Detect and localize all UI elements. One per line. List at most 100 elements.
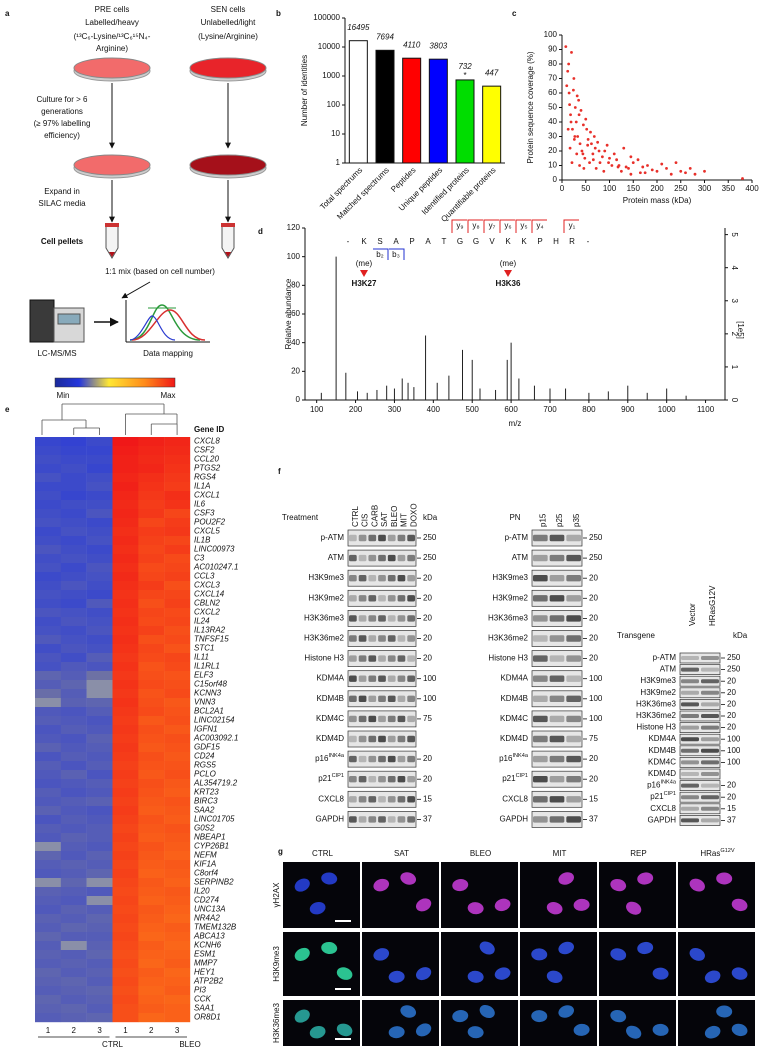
heatmap-cell — [60, 779, 87, 789]
workflow-text: Arginine) — [96, 44, 128, 53]
heatmap-cell — [35, 869, 62, 879]
heatmap-cell — [112, 536, 139, 546]
heatmap-cell — [60, 986, 87, 996]
gene-label: CCL20 — [194, 455, 219, 464]
heatmap-cell — [60, 680, 87, 690]
protein-label: H3K9me3 — [492, 573, 528, 582]
heatmap-cell — [60, 725, 87, 735]
protein-label-base: KDM4A — [316, 674, 344, 683]
column-label: MIT — [553, 849, 567, 858]
mw-label: 15 — [727, 804, 736, 813]
heatmap-cell — [164, 887, 191, 897]
nucleus — [637, 941, 654, 955]
nucleus — [294, 947, 310, 961]
y-tick-label: 10 — [331, 129, 340, 138]
x-tick-label: 50 — [581, 184, 590, 193]
heatmap-cell — [60, 833, 87, 843]
nucleus — [452, 1010, 469, 1023]
gene-label: CXCL8 — [194, 437, 220, 446]
heatmap-cell — [86, 653, 113, 663]
heatmap-cell — [164, 644, 191, 654]
band — [533, 715, 548, 723]
blot-header: Transgene — [617, 631, 656, 640]
band — [387, 816, 396, 823]
band — [378, 776, 386, 783]
band — [681, 656, 699, 660]
band — [368, 816, 377, 823]
heatmap-cell — [86, 752, 113, 762]
heatmap-cell — [86, 491, 113, 501]
point — [577, 113, 581, 117]
mw-label: 20 — [727, 792, 736, 801]
protein-label-base: KDM4D — [648, 769, 676, 778]
heatmap-cell — [112, 833, 139, 843]
nucleus — [388, 1026, 405, 1039]
band — [533, 796, 548, 803]
point — [622, 146, 626, 150]
heatmap-cell — [60, 1013, 87, 1023]
blot-strip — [679, 699, 721, 710]
heatmap-cell — [138, 482, 165, 492]
heatmap-cell — [35, 941, 62, 951]
protein-label-sup: INK4a — [512, 754, 528, 760]
point — [591, 158, 595, 162]
heatmap-cell — [138, 770, 165, 780]
nucleus — [467, 970, 484, 983]
band — [378, 595, 386, 602]
gene-label: CXCL2 — [194, 608, 220, 617]
nucleus — [373, 948, 390, 961]
heatmap-cell — [164, 599, 191, 609]
nucleus — [731, 1023, 748, 1037]
nucleus — [415, 1023, 432, 1037]
gene-label: CD24 — [194, 752, 215, 761]
heatmap-cell — [112, 455, 139, 465]
nucleus — [531, 1010, 548, 1023]
x-tick-label: 200 — [349, 405, 363, 414]
heatmap-cell — [164, 653, 191, 663]
heatmap-cell — [112, 887, 139, 897]
gene-label: LINC01705 — [194, 815, 235, 824]
gene-label: NR4A2 — [194, 914, 220, 923]
y-ion: y₆ — [504, 221, 511, 230]
heatmap-cell — [138, 680, 165, 690]
nucleus — [637, 872, 654, 885]
band — [349, 615, 357, 622]
heatmap-cell — [138, 671, 165, 681]
mw-label: 20 — [423, 573, 432, 582]
heatmap-cell — [60, 653, 87, 663]
column-label-sup: G12V — [720, 848, 735, 854]
protein-label-base: p21 — [502, 774, 516, 783]
band — [566, 675, 581, 682]
heatmap-cell — [164, 437, 191, 447]
band — [549, 715, 565, 723]
mw-label: 20 — [727, 676, 736, 685]
point — [597, 149, 601, 153]
image-panel — [362, 862, 439, 928]
bar — [348, 40, 368, 164]
band — [378, 715, 386, 723]
heatmap-cell — [138, 1004, 165, 1014]
heatmap-cell — [138, 959, 165, 969]
missing-cell — [35, 878, 62, 888]
kda-label: kDa — [423, 513, 438, 522]
heatmap-cell — [138, 590, 165, 600]
band — [349, 796, 357, 803]
protein-label: KDM4D — [316, 734, 344, 743]
lane-label: SAT — [380, 512, 389, 527]
heatmap-cell — [138, 752, 165, 762]
heatmap-cell — [86, 527, 113, 537]
column-label: SAT — [394, 849, 409, 858]
instrument — [57, 313, 81, 325]
point — [570, 161, 574, 165]
heatmap-cell — [60, 752, 87, 762]
point — [688, 167, 692, 170]
heatmap-cell — [60, 500, 87, 510]
x-tick-label: 0 — [560, 184, 565, 193]
band — [349, 675, 357, 682]
heatmap-cell — [35, 482, 62, 492]
gene-label: NBEAP1 — [194, 833, 226, 842]
mw-label: 20 — [727, 688, 736, 697]
heatmap-cell — [35, 896, 62, 906]
band — [533, 735, 548, 743]
x-axis-label: m/z — [509, 419, 522, 428]
